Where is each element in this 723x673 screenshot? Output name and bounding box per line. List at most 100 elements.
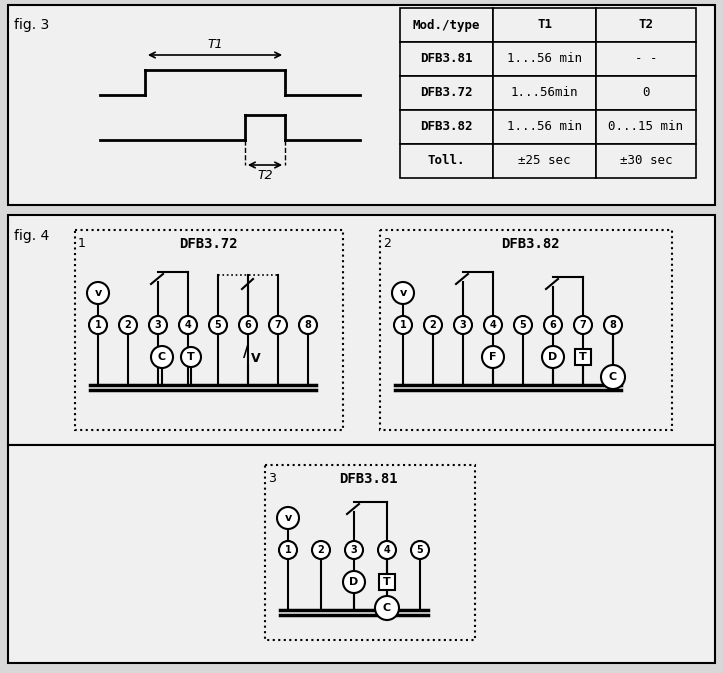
Circle shape (392, 282, 414, 304)
Bar (493, 144, 596, 178)
Bar (379, 574, 395, 590)
Text: D: D (548, 352, 557, 362)
Bar (400, 76, 493, 110)
Circle shape (312, 541, 330, 559)
Text: T: T (383, 577, 391, 587)
Circle shape (375, 596, 399, 620)
Text: Mod./type: Mod./type (413, 18, 480, 32)
Bar (596, 42, 696, 76)
Text: C: C (158, 352, 166, 362)
Circle shape (542, 346, 564, 368)
Text: 2: 2 (317, 545, 325, 555)
Circle shape (345, 541, 363, 559)
Text: 0: 0 (642, 87, 650, 100)
Circle shape (601, 365, 625, 389)
Text: DFB3.81: DFB3.81 (420, 52, 473, 65)
Circle shape (482, 346, 504, 368)
Text: 3: 3 (155, 320, 161, 330)
Bar (8, 445, 715, 663)
Text: ±25 sec: ±25 sec (518, 155, 570, 168)
Circle shape (394, 316, 412, 334)
Text: 1: 1 (78, 237, 86, 250)
Text: T1: T1 (537, 18, 552, 32)
Text: fig. 3: fig. 3 (14, 18, 49, 32)
Text: /: / (243, 345, 249, 361)
Bar (596, 110, 696, 144)
Circle shape (119, 316, 137, 334)
Circle shape (149, 316, 167, 334)
Circle shape (181, 347, 201, 367)
Text: 1: 1 (400, 320, 406, 330)
Text: 7: 7 (275, 320, 281, 330)
Bar (596, 76, 696, 110)
Text: D: D (349, 577, 359, 587)
Text: 3: 3 (351, 545, 357, 555)
Text: 4: 4 (489, 320, 497, 330)
Bar (493, 42, 596, 76)
Text: 3: 3 (460, 320, 466, 330)
Text: 3: 3 (268, 472, 276, 485)
Text: 1...56 min: 1...56 min (507, 52, 582, 65)
Text: DFB3.81: DFB3.81 (338, 472, 398, 486)
Bar (265, 465, 475, 640)
Circle shape (87, 282, 109, 304)
Circle shape (411, 541, 429, 559)
Text: 2: 2 (124, 320, 132, 330)
Text: 4: 4 (184, 320, 192, 330)
Text: T2: T2 (638, 18, 654, 32)
Text: T: T (187, 352, 195, 362)
Text: V: V (251, 351, 261, 365)
Bar (75, 230, 343, 430)
Circle shape (151, 346, 173, 368)
Text: v: v (95, 288, 102, 298)
Bar (596, 8, 696, 42)
Text: 0...15 min: 0...15 min (609, 120, 683, 133)
Circle shape (424, 316, 442, 334)
Bar (400, 42, 493, 76)
Bar (400, 110, 493, 144)
Text: v: v (284, 513, 291, 523)
Text: 4: 4 (384, 545, 390, 555)
Text: 2: 2 (429, 320, 437, 330)
Text: 5: 5 (215, 320, 221, 330)
Text: 5: 5 (520, 320, 526, 330)
Circle shape (277, 507, 299, 529)
Text: DFB3.82: DFB3.82 (420, 120, 473, 133)
Bar (575, 349, 591, 365)
Text: T2: T2 (257, 169, 273, 182)
Text: 8: 8 (304, 320, 312, 330)
Bar (380, 230, 672, 430)
Circle shape (179, 316, 197, 334)
Circle shape (574, 316, 592, 334)
Text: 1: 1 (95, 320, 101, 330)
Text: F: F (489, 352, 497, 362)
Text: 7: 7 (580, 320, 586, 330)
Circle shape (279, 541, 297, 559)
Text: 8: 8 (609, 320, 617, 330)
Bar (596, 144, 696, 178)
Bar (400, 144, 493, 178)
Circle shape (378, 541, 396, 559)
Circle shape (299, 316, 317, 334)
Text: C: C (609, 372, 617, 382)
Text: C: C (383, 603, 391, 613)
Text: T1: T1 (208, 38, 223, 51)
Text: ±30 sec: ±30 sec (620, 155, 672, 168)
Text: DFB3.72: DFB3.72 (420, 87, 473, 100)
Circle shape (269, 316, 287, 334)
Text: 1...56min: 1...56min (510, 87, 578, 100)
Circle shape (514, 316, 532, 334)
Text: fig. 4: fig. 4 (14, 229, 49, 243)
Text: 1: 1 (285, 545, 291, 555)
Circle shape (239, 316, 257, 334)
Bar (493, 76, 596, 110)
Text: - -: - - (635, 52, 657, 65)
Text: T: T (579, 352, 587, 362)
Text: 6: 6 (244, 320, 252, 330)
Bar (493, 8, 596, 42)
Circle shape (544, 316, 562, 334)
Bar (8, 215, 715, 445)
Text: 5: 5 (416, 545, 424, 555)
Bar (493, 110, 596, 144)
Circle shape (209, 316, 227, 334)
